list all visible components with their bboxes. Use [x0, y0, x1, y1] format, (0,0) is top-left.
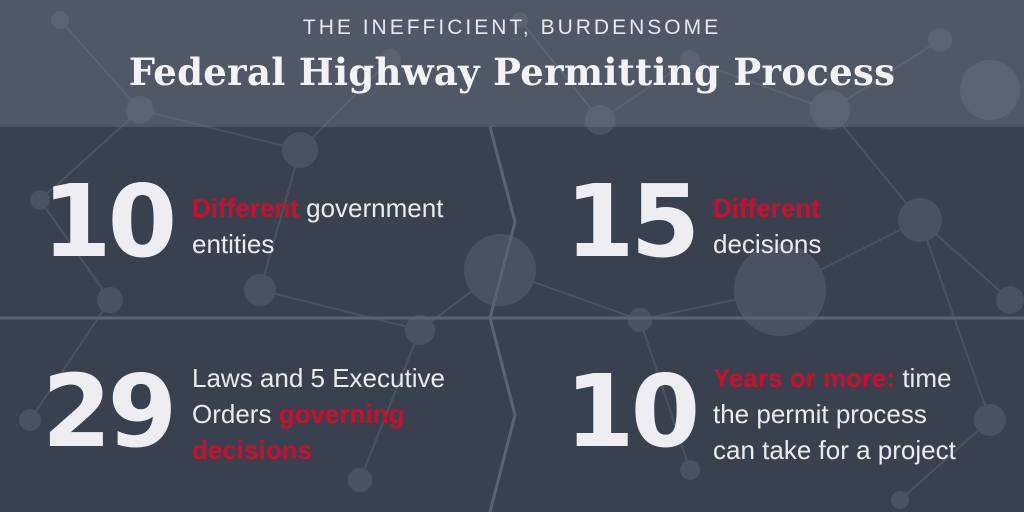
stat-different-decisions: 15 Different decisions	[565, 172, 1024, 322]
stat-highlight: governing	[278, 399, 405, 429]
stat-highlight: Years or more:	[713, 363, 896, 393]
stat-number: 10	[565, 353, 700, 470]
header-kicker: THE INEFFICIENT, BURDENSOME	[302, 16, 722, 39]
stat-description: Years or more: time the permit process c…	[713, 360, 1023, 468]
stat-text-b: the permit process	[713, 399, 927, 429]
stat-text-a: Laws and 5 Executive	[192, 363, 445, 393]
stat-text-c: can take for a project	[713, 435, 956, 465]
stat-description: Laws and 5 Executive Orders governing de…	[192, 360, 512, 468]
stat-text-c: decisions	[192, 435, 312, 465]
stat-text-b: decisions	[713, 229, 822, 259]
stat-text-b: entities	[192, 229, 275, 259]
page-title: Federal Highway Permitting Process	[128, 50, 896, 94]
stat-description: Different government entities	[192, 190, 512, 262]
header-band	[0, 0, 1024, 127]
stat-number: 10	[42, 163, 177, 280]
stat-highlight: Different	[192, 193, 299, 223]
stat-laws-and-orders: 29 Laws and 5 Executive Orders governing…	[42, 362, 522, 512]
stat-years-or-more: 10 Years or more: time the permit proces…	[565, 362, 1024, 512]
stat-number: 15	[565, 163, 700, 280]
stat-text-a: government	[298, 193, 444, 223]
stat-highlight: Different	[713, 193, 820, 223]
stat-text-a: time	[895, 363, 952, 393]
stat-government-entities: 10 Different government entities	[42, 172, 522, 322]
stat-text-b: Orders	[192, 399, 279, 429]
stat-description: Different decisions	[713, 190, 1013, 262]
stat-number: 29	[42, 353, 177, 470]
